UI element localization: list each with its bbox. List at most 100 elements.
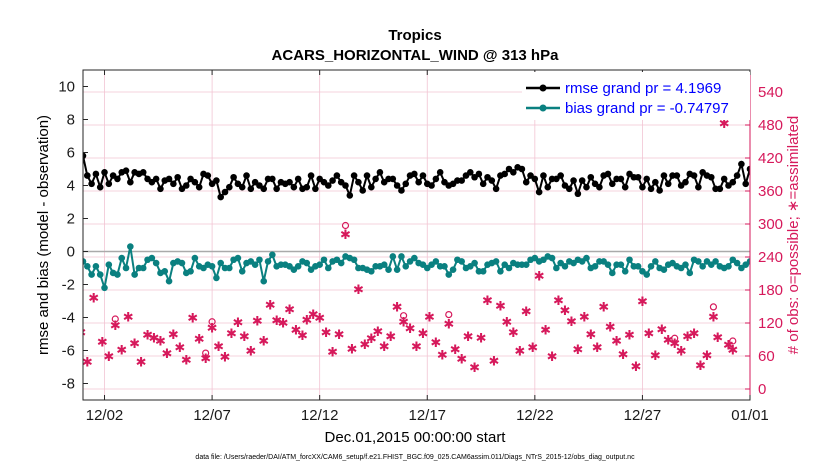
- obs-assimilated-marker: ✱: [418, 327, 429, 342]
- x-tick-label: 01/01: [731, 407, 769, 424]
- y-tick-label: -6: [62, 343, 75, 360]
- obs-assimilated-marker: ✱: [258, 335, 269, 350]
- obs-assimilated-marker: ✱: [712, 331, 723, 346]
- obs-assimilated-marker: ✱: [514, 345, 525, 360]
- rmse-point: [578, 177, 586, 184]
- bias-point: [626, 256, 633, 264]
- obs-assimilated-marker: ✱: [239, 330, 250, 345]
- bias-point: [652, 258, 659, 265]
- rmse-point: [690, 172, 698, 179]
- rmse-point: [816, 181, 823, 188]
- rmse-point: [695, 183, 702, 191]
- obs-assimilated-marker: ✱: [560, 304, 571, 319]
- obs-assimilated-marker: ✱: [271, 314, 282, 329]
- bias-point: [161, 268, 169, 275]
- obs-assimilated-marker: ✱: [643, 327, 654, 342]
- bias-point: [733, 259, 741, 267]
- obs-assimilated-marker: ✱: [82, 356, 93, 371]
- y-tick-label: 10: [58, 79, 75, 96]
- y-right-tick-label: 0: [758, 381, 766, 398]
- bias-point: [583, 254, 590, 262]
- bias-point: [350, 256, 358, 264]
- obs-assimilated-marker: ✱: [547, 350, 558, 365]
- obs-assimilated-marker: ✱: [476, 331, 487, 346]
- rmse-point: [535, 188, 543, 196]
- x-tick-label: 12/02: [86, 407, 124, 424]
- rmse-point: [522, 178, 530, 186]
- footer-data-file: data file: /Users/raeder/DAI/ATM_forcXX/…: [195, 454, 635, 461]
- obs-possible-marker: [208, 318, 216, 326]
- bias-point: [256, 256, 263, 264]
- obs-assimilated-marker: ✱: [123, 311, 134, 326]
- rmse-point: [488, 177, 496, 184]
- rmse-point: [84, 172, 91, 179]
- obs-possible-marker: [202, 349, 210, 357]
- rmse-point: [604, 170, 612, 178]
- rmse-point: [660, 172, 668, 179]
- rmse-point: [436, 169, 444, 176]
- obs-assimilated-marker: ✱: [450, 343, 461, 358]
- bias-point: [505, 264, 513, 272]
- bias-point: [816, 258, 823, 265]
- obs-assimilated-marker: ✱: [97, 335, 108, 350]
- bias-point: [320, 256, 328, 264]
- y-tick-label: 0: [67, 244, 75, 261]
- obs-assimilated-marker: ✱: [702, 349, 713, 364]
- rmse-point: [824, 184, 830, 191]
- rmse-point: [639, 183, 646, 191]
- y-right-tick-label: 60: [758, 348, 775, 365]
- obs-assimilated-marker: ✱: [232, 316, 243, 331]
- rmse-point: [122, 167, 130, 174]
- obs-assimilated-marker: ✱: [142, 329, 153, 344]
- bias-point: [608, 269, 616, 277]
- obs-assimilated-marker: ✱: [103, 350, 114, 365]
- bias-point: [824, 255, 830, 262]
- obs-assimilated-marker: ✱: [495, 300, 506, 315]
- rmse-point: [768, 167, 775, 174]
- bias-point: [411, 254, 418, 262]
- obs-assimilated-marker: ✱: [297, 329, 308, 344]
- obs-assimilated-marker: ✱: [116, 344, 127, 359]
- rmse-point: [105, 180, 113, 188]
- rmse-point: [221, 188, 229, 196]
- obs-assimilated-marker: ✱: [540, 324, 551, 339]
- rmse-point: [738, 160, 745, 168]
- obs-assimilated-marker: ✱: [340, 228, 351, 243]
- obs-assimilated-marker: ✱: [161, 347, 172, 362]
- legend-box: [522, 72, 750, 120]
- bias-point: [686, 269, 694, 277]
- rmse-point: [92, 170, 100, 178]
- obs-assimilated-marker: ✱: [265, 298, 276, 313]
- bias-point: [755, 268, 762, 275]
- rmse-point: [544, 183, 552, 191]
- y-tick-label: 2: [67, 211, 75, 228]
- legend-rmse-label: rmse grand pr = 4.1969: [565, 80, 721, 97]
- rmse-point: [479, 180, 487, 188]
- obs-possible-marker: [111, 315, 119, 323]
- bias-point: [152, 259, 160, 267]
- y-right-tick-label: 360: [758, 183, 783, 200]
- bias-point: [660, 266, 668, 273]
- obs-assimilated-marker: ✱: [301, 313, 312, 328]
- rmse-point: [329, 177, 336, 184]
- bias-point: [316, 261, 323, 269]
- chart-subtitle: ACARS_HORIZONTAL_WIND @ 313 hPa: [272, 47, 560, 64]
- bias-point: [337, 259, 345, 267]
- obs-assimilated-marker: ✱: [430, 336, 441, 351]
- rmse-point: [707, 173, 715, 181]
- obs-possible-marker: [341, 221, 350, 230]
- rmse-point: [303, 183, 311, 191]
- obs-assimilated-marker: ✱: [200, 352, 211, 367]
- bias-point: [398, 253, 405, 260]
- y-right-tick-label: 300: [758, 216, 783, 233]
- y-right-tick-label: 480: [758, 117, 783, 134]
- bias-point: [251, 261, 259, 269]
- obs-assimilated-marker: ✱: [213, 340, 224, 355]
- rmse-point: [574, 190, 582, 198]
- rmse-point: [466, 169, 474, 176]
- obs-assimilated-marker: ✱: [187, 312, 198, 327]
- bias-point: [432, 258, 440, 265]
- rmse-point: [518, 165, 526, 173]
- rmse-point: [182, 182, 190, 189]
- rmse-point: [139, 169, 147, 176]
